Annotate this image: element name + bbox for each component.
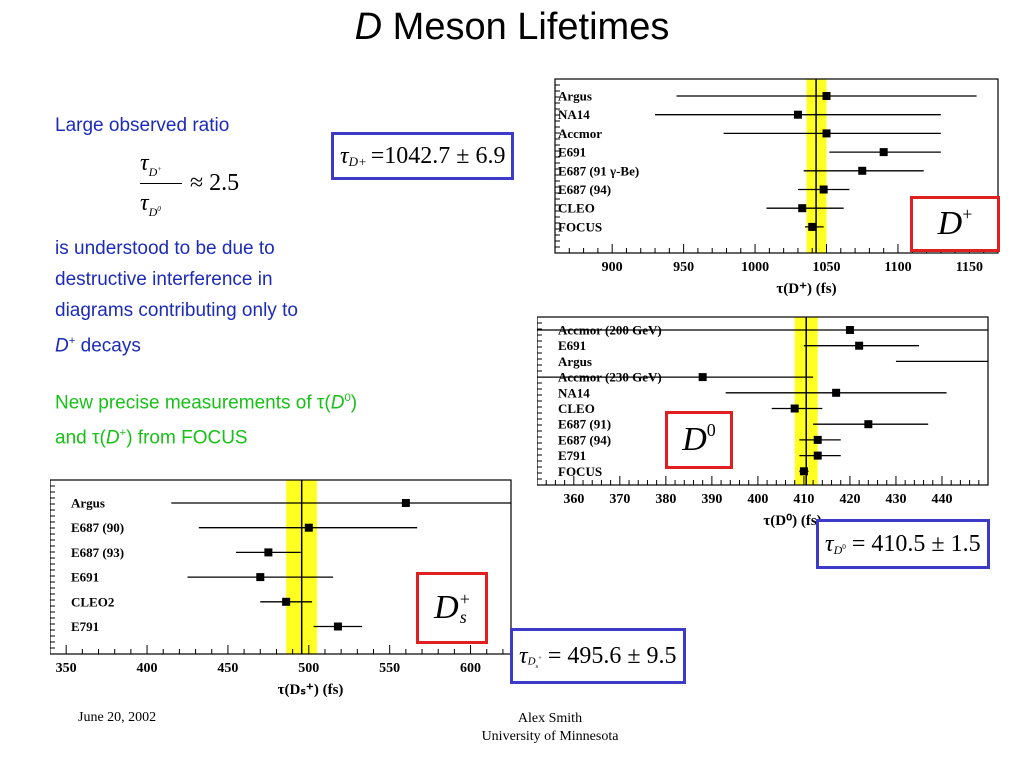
category-label: E691 [71,570,99,585]
category-label: NA14 [558,385,590,400]
category-label: E687 (91 γ-Be) [558,163,639,178]
x-tick-label: 400 [747,492,768,507]
ratio-denominator: τD0 [140,190,161,219]
category-label: E687 (91) [558,417,611,432]
category-label: CLEO [558,401,595,416]
data-point [401,499,410,507]
ds-chart-svg: Argus E687 (90) E687 (93) E691 CLEO2 E791 350 4… [50,479,512,698]
d0-result-box: τ D0 = 410.5 ± 1.5 [816,519,990,569]
x-tick-label: 500 [298,661,319,676]
x-tick-label: 400 [137,661,158,676]
category-label: FOCUS [558,219,602,234]
category-label: FOCUS [558,464,602,479]
data-point [264,548,273,557]
x-tick-label: 420 [839,492,860,507]
category-label: Argus [558,354,592,369]
x-tick-label: 900 [602,260,623,275]
category-label: Argus [558,89,592,104]
ratio-numerator: τD+ [140,150,163,179]
explanation-text: is understood to be due to destructive i… [55,238,298,357]
plot-frame [554,78,999,254]
x-axis-label: τ(D⁰) (fs) [763,513,821,529]
plot-frame [50,479,512,655]
x-tick-label: 450 [217,661,238,676]
footer-affiliation: University of Minnesota [481,729,619,744]
x-tick-label: 360 [563,492,584,507]
x-tick-label: 1150 [956,260,983,275]
category-label: CLEO2 [71,594,114,609]
x-tick-label: 1100 [884,260,911,275]
data-point [790,404,799,413]
category-label: E687 (94) [558,182,611,197]
category-label: Accmor [558,126,602,141]
data-point [799,467,808,476]
x-tick-label: 550 [379,661,400,676]
x-tick-label: 950 [673,260,694,275]
data-point [798,204,807,213]
x-tick-label: 380 [655,492,676,507]
data-point [864,420,873,429]
x-tick-label: 440 [931,492,952,507]
dplus-lifetime-chart: Argus NA14 Accmor E691 E687 (91 γ-Be) E687 (9… [537,77,1007,300]
data-point [282,597,291,606]
category-label: Argus [71,496,105,511]
category-label: E791 [71,619,99,634]
title-text: Meson Lifetimes [392,6,670,48]
ratio-formula: τD+ τD0 ≈ 2.5 [140,150,270,230]
category-label: E687 (94) [558,432,611,447]
data-point [879,148,888,157]
dplus-chart-svg: Argus NA14 Accmor E691 E687 (91 γ-Be) E687 (9… [554,78,999,297]
slide-title: D Meson Lifetimes [0,6,1024,49]
new-measurements-text: New precise measurements of τ(D0) and τ(… [55,392,358,449]
x-tick-label: 350 [56,661,77,676]
data-point [813,451,822,460]
data-point [808,222,817,231]
data-point [822,92,831,100]
ds-lifetime-chart: Argus E687 (90) E687 (93) E691 CLEO2 E791 350 4… [50,478,520,703]
category-label: NA14 [558,107,590,122]
x-tick-label: 600 [460,661,481,676]
data-point [832,388,841,397]
dplus-particle-label: D + [910,196,1000,252]
d0-lifetime-chart: Accmor (200 GeV) E691 Argus Accmor (230 GeV… [537,315,1007,535]
ds-result-box: τ Ds+ = 495.6 ± 9.5 [510,628,686,684]
data-point [793,110,802,119]
data-point [845,326,854,334]
category-label: E687 (90) [71,520,124,535]
x-tick-label: 410 [793,492,814,507]
category-label: E691 [558,145,586,160]
category-label: E691 [558,338,586,353]
x-tick-label: 430 [885,492,906,507]
data-point [304,523,313,532]
fraction-bar [140,183,182,184]
data-point [858,166,867,175]
footer-date: June 20, 2002 [78,710,157,725]
category-label: E687 (93) [71,545,124,560]
x-axis-label: τ(D⁺) (fs) [776,281,836,297]
ratio-heading: Large observed ratio [55,115,230,136]
x-tick-label: 390 [701,492,722,507]
data-point [333,622,342,631]
footer-author: Alex Smith [517,711,583,726]
category-label: CLEO [558,201,595,216]
x-tick-label: 370 [609,492,630,507]
x-axis-label: τ(Dₛ⁺) (fs) [278,682,344,698]
dplus-result-box: τ D+ =1042.7 ± 6.9 [331,132,515,180]
ds-particle-label: D + s [416,572,488,644]
data-point [819,185,828,194]
category-label: E791 [558,448,586,463]
data-point [822,129,831,138]
title-italic-d: D [354,6,383,48]
data-point [855,341,864,350]
x-tick-label: 1000 [741,260,769,275]
ratio-value: ≈ 2.5 [190,170,240,196]
plot-frame [537,316,989,486]
data-point [813,435,822,444]
footer-author-block: Alex Smith University of Minnesota [380,710,720,746]
x-tick-label: 1050 [813,260,841,275]
data-point [698,373,707,382]
data-point [256,573,265,582]
